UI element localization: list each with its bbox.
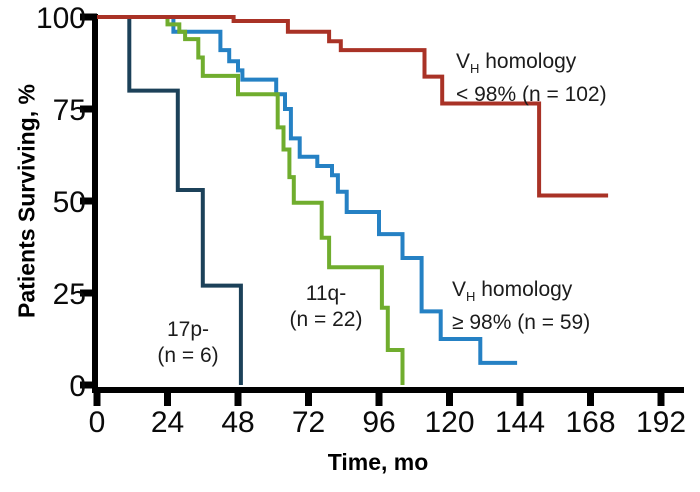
annotation-del17p-line2: (n = 6): [157, 344, 219, 367]
annotation-del17p: 17p- (n = 6): [138, 317, 238, 369]
y-tick-label: 75: [53, 94, 86, 127]
annotation-del11q-line2: (n = 22): [289, 308, 363, 331]
y-tick-mark: [80, 381, 97, 389]
x-axis-line: [92, 387, 684, 393]
y-tick-mark: [80, 13, 97, 21]
x-tick-mark: [93, 388, 101, 406]
x-tick-mark: [587, 388, 594, 406]
survival-curve-vh_ge98: [97, 15, 518, 365]
y-tick-mark: [80, 105, 97, 113]
x-tick-mark: [164, 388, 171, 406]
y-tick-label: 100: [36, 2, 86, 35]
annotation-vh-ge98: VH homology ≥ 98% (n = 59): [452, 277, 590, 336]
x-tick-label: 192: [636, 406, 686, 439]
x-tick-mark: [516, 388, 524, 406]
annotation-del17p-line1: 17p-: [166, 318, 210, 341]
annotation-del11q-line1: 11q-: [305, 282, 347, 305]
survival-curve-del17p: [97, 15, 243, 385]
x-axis-title: Time, mo: [327, 449, 429, 475]
x-tick-mark: [657, 388, 665, 406]
annotation-vh-lt98-line2: < 98% (n = 102): [456, 83, 607, 107]
annotation-vh-ge98-line1: VH homology: [452, 278, 573, 305]
x-tick-label: 120: [424, 406, 474, 439]
x-tick-mark: [305, 388, 312, 406]
x-tick-label: 0: [89, 406, 106, 439]
annotation-vh-lt98-line1: VH homology: [456, 50, 577, 77]
annotation-del11q: 11q- (n = 22): [276, 281, 376, 333]
x-tick-label: 24: [151, 406, 184, 439]
y-tick-label: 0: [69, 370, 86, 403]
y-tick-label: 25: [53, 278, 86, 311]
x-tick-label: 144: [495, 406, 545, 439]
x-tick-mark: [446, 388, 453, 406]
x-tick-label: 168: [565, 406, 615, 439]
survival-curve-vh_lt98: [97, 15, 609, 198]
x-tick-mark: [375, 388, 383, 406]
y-tick-mark: [80, 289, 97, 297]
survival-curve-del11q: [97, 15, 405, 385]
x-tick-label: 72: [292, 406, 325, 439]
y-tick-label: 50: [53, 186, 86, 219]
x-tick-label: 48: [221, 406, 254, 439]
x-tick-mark: [234, 388, 242, 406]
y-tick-mark: [80, 197, 97, 205]
y-axis-title: Patients Surviving, %: [13, 84, 40, 318]
annotation-vh-ge98-line2: ≥ 98% (n = 59): [452, 311, 591, 335]
x-tick-label: 96: [362, 406, 395, 439]
annotation-vh-lt98: VH homology < 98% (n = 102): [456, 49, 607, 108]
